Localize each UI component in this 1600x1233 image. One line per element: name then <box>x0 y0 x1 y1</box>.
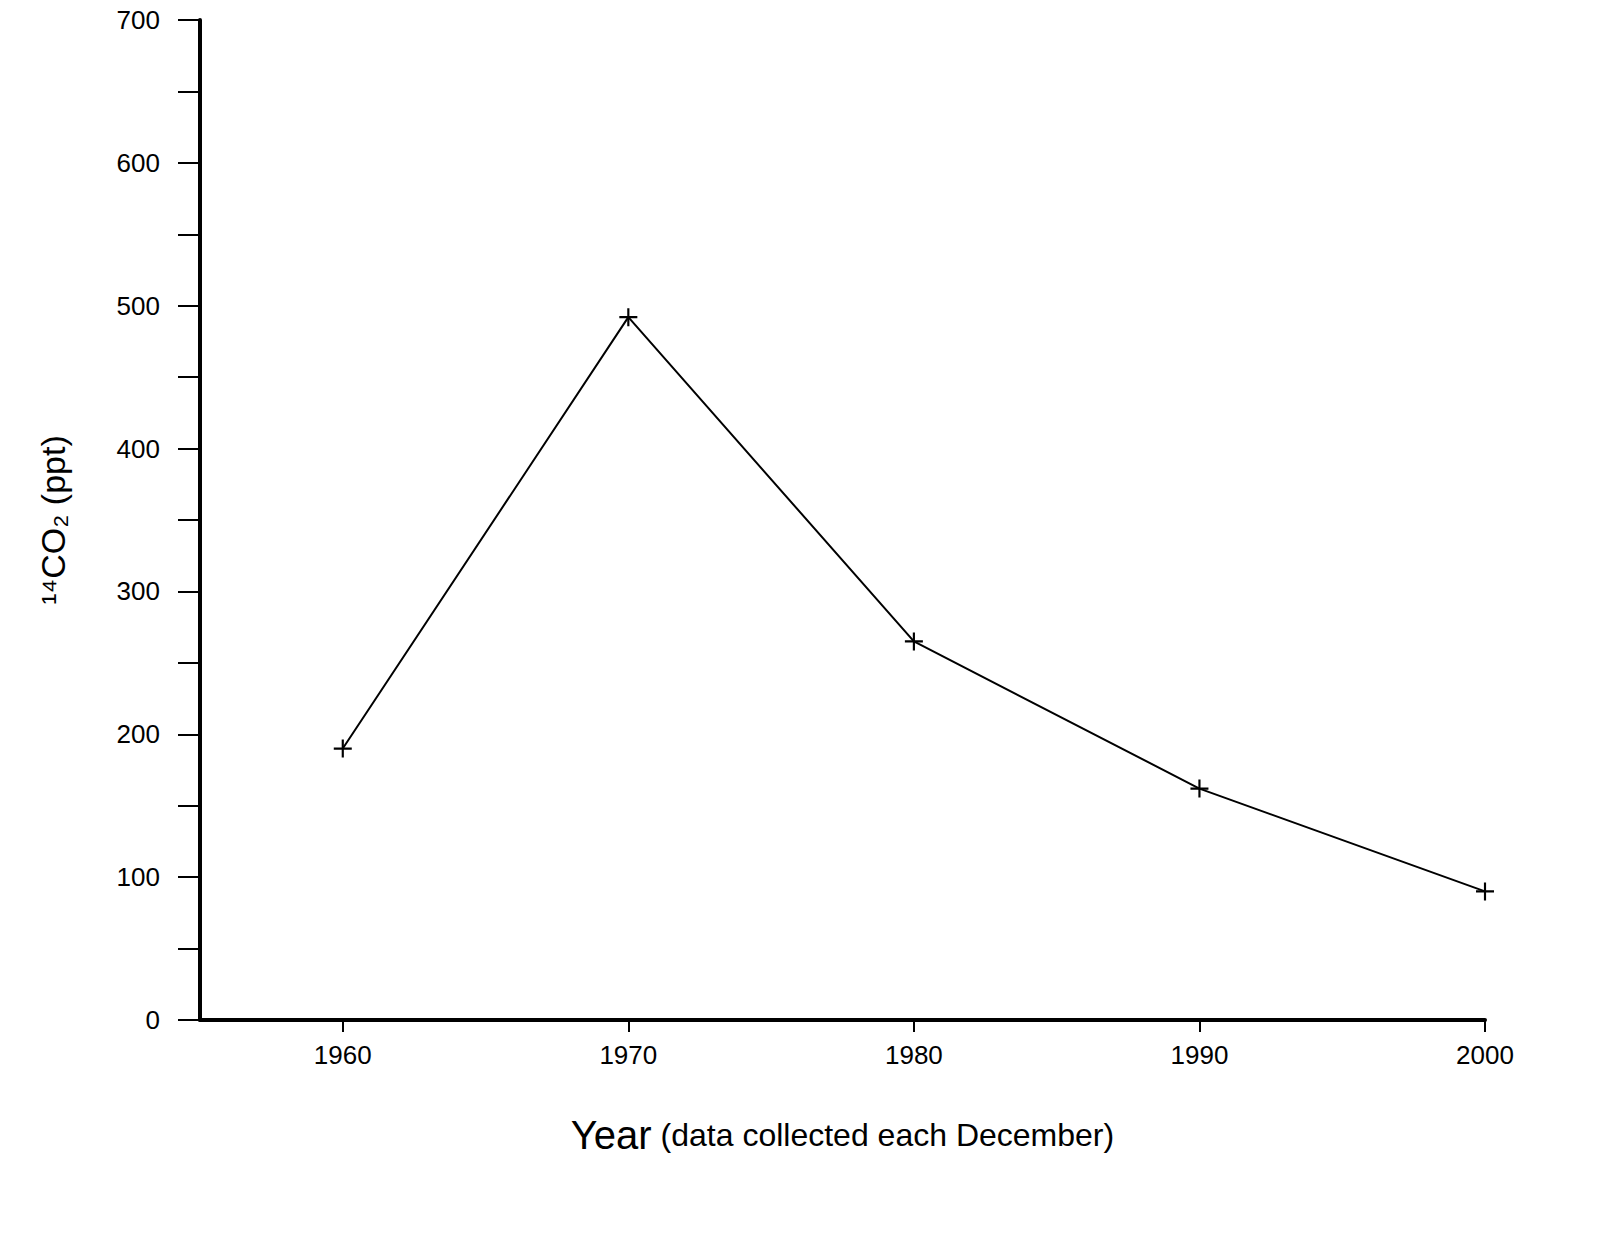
svg-text:1990: 1990 <box>1171 1040 1229 1070</box>
svg-text:1980: 1980 <box>885 1040 943 1070</box>
svg-text:¹⁴CO₂ (ppt): ¹⁴CO₂ (ppt) <box>34 435 72 605</box>
svg-text:(data collected each December): (data collected each December) <box>652 1117 1114 1153</box>
svg-text:400: 400 <box>117 434 160 464</box>
svg-text:200: 200 <box>117 719 160 749</box>
svg-text:100: 100 <box>117 862 160 892</box>
svg-text:2000: 2000 <box>1456 1040 1514 1070</box>
svg-text:700: 700 <box>117 5 160 35</box>
svg-text:500: 500 <box>117 291 160 321</box>
svg-text:1970: 1970 <box>599 1040 657 1070</box>
svg-text:0: 0 <box>146 1005 160 1035</box>
svg-text:Year: Year <box>571 1113 652 1157</box>
svg-text:600: 600 <box>117 148 160 178</box>
svg-text:1960: 1960 <box>314 1040 372 1070</box>
svg-text:300: 300 <box>117 576 160 606</box>
